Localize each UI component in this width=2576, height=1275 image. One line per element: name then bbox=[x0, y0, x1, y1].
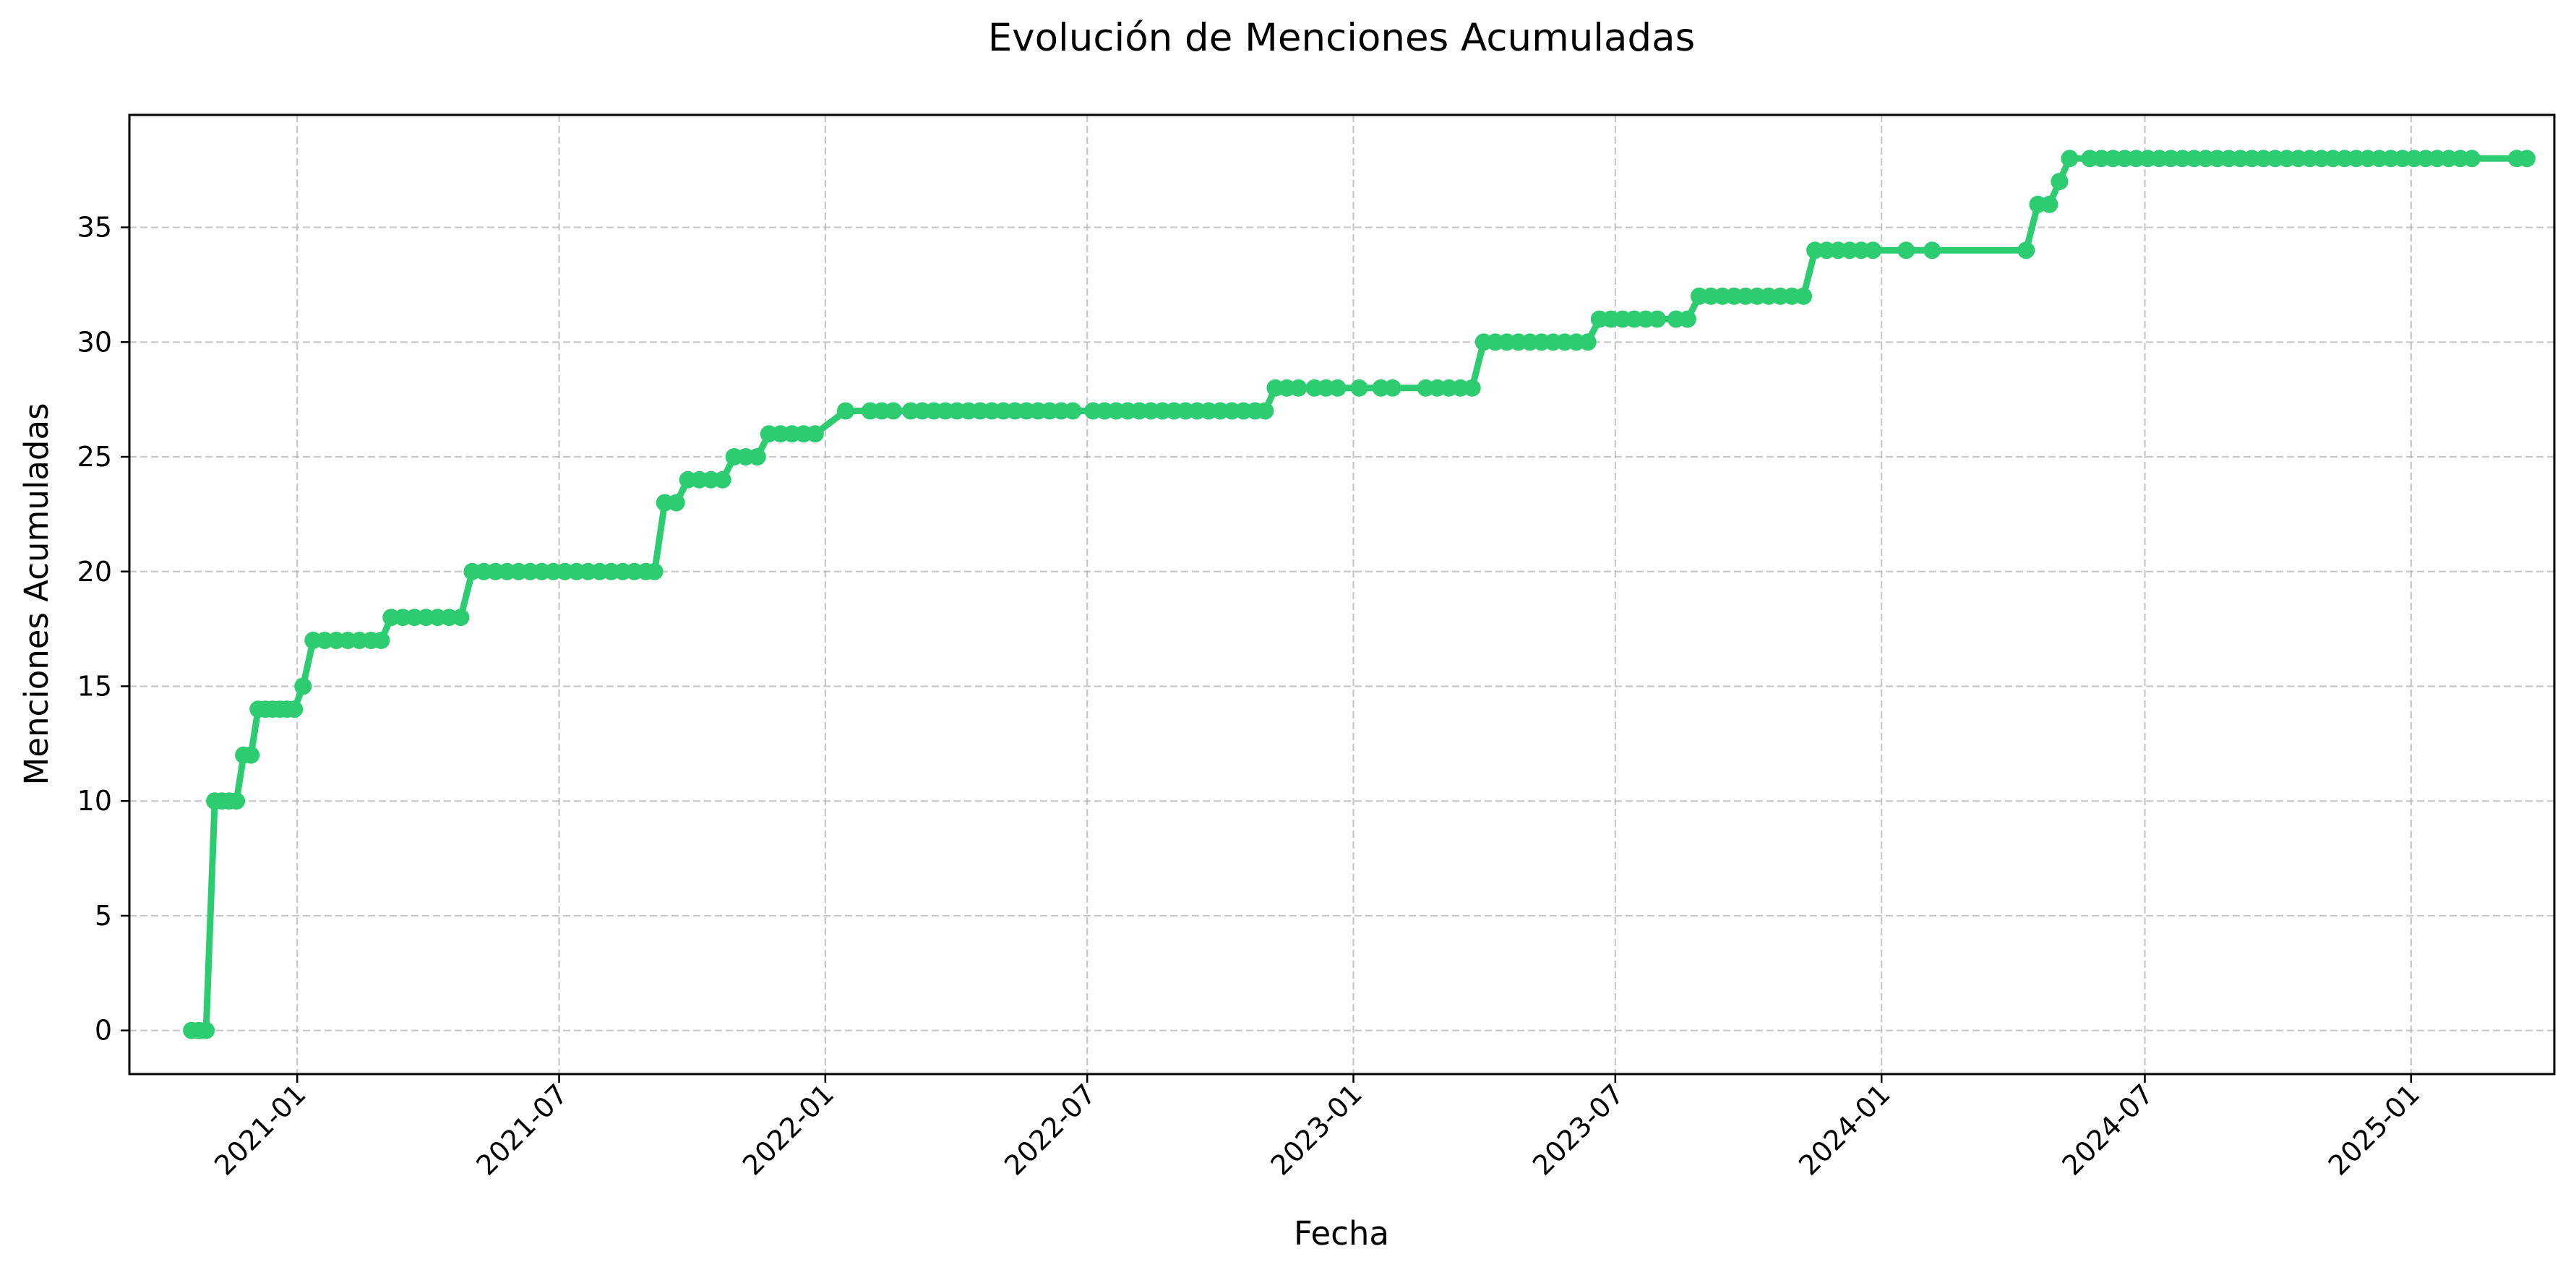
y-tick-label: 35 bbox=[77, 212, 112, 244]
y-tick-label: 10 bbox=[77, 785, 112, 817]
data-point bbox=[2040, 195, 2058, 213]
data-point bbox=[1864, 241, 1882, 259]
data-point bbox=[1923, 241, 1941, 259]
data-point bbox=[2017, 241, 2035, 259]
data-point bbox=[645, 562, 664, 580]
y-tick-label: 0 bbox=[95, 1015, 112, 1047]
plot-frame bbox=[128, 113, 2556, 1076]
data-point bbox=[1350, 379, 1368, 397]
chart-title: Evolución de Menciones Acumuladas bbox=[988, 16, 1696, 60]
y-tick-label: 5 bbox=[95, 900, 112, 932]
y-tick-label: 20 bbox=[77, 556, 112, 588]
data-point bbox=[1383, 379, 1401, 397]
data-point bbox=[806, 425, 824, 443]
data-point bbox=[713, 471, 731, 489]
data-point bbox=[1463, 379, 1481, 397]
data-point bbox=[1897, 241, 1915, 259]
data-point bbox=[197, 1021, 215, 1039]
y-tick-label: 25 bbox=[77, 441, 112, 473]
data-point bbox=[1064, 402, 1082, 420]
data-point bbox=[1579, 333, 1597, 351]
data-point bbox=[2463, 150, 2481, 168]
data-point bbox=[884, 402, 902, 420]
data-point bbox=[2061, 150, 2079, 168]
data-point bbox=[2051, 173, 2069, 191]
series-layer bbox=[183, 150, 2536, 1039]
data-point bbox=[1648, 310, 1666, 328]
data-point bbox=[228, 792, 246, 810]
data-point bbox=[1289, 379, 1308, 397]
data-point bbox=[1328, 379, 1347, 397]
data-point bbox=[1256, 402, 1274, 420]
data-point bbox=[1678, 310, 1696, 328]
data-point bbox=[242, 746, 260, 764]
x-axis-label: Fecha bbox=[1294, 1214, 1389, 1253]
y-tick-label: 15 bbox=[77, 670, 112, 702]
data-point bbox=[372, 632, 390, 649]
y-axis-label: Menciones Acumuladas bbox=[17, 403, 56, 785]
data-point bbox=[294, 677, 312, 695]
data-point bbox=[452, 609, 470, 627]
data-point bbox=[1795, 287, 1813, 305]
data-point bbox=[748, 448, 766, 465]
data-point bbox=[2518, 150, 2536, 168]
data-point bbox=[285, 700, 304, 718]
data-point bbox=[836, 402, 854, 420]
y-axis: 0 5 10 15 20 25 30 35 bbox=[77, 212, 129, 1047]
data-point bbox=[667, 494, 685, 512]
y-tick-label: 30 bbox=[77, 326, 112, 358]
